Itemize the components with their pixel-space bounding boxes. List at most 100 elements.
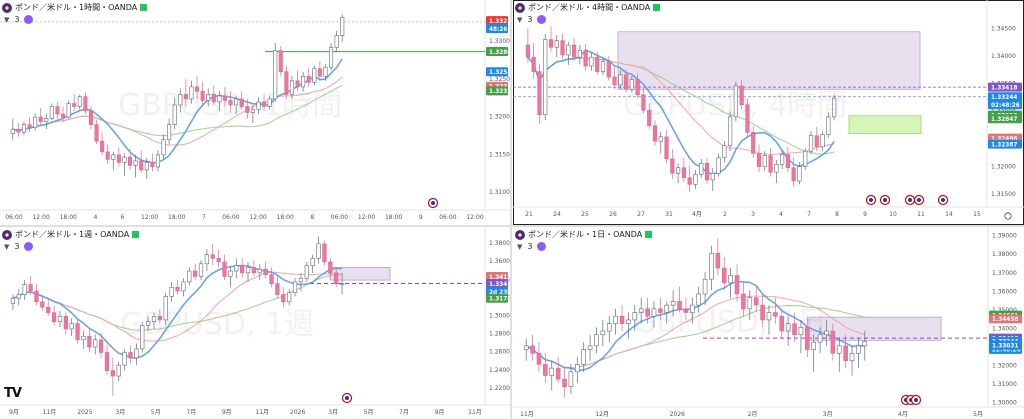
candle [72,93,77,112]
price-tag [988,139,1022,149]
chart-svg-4h: 1.345001.340001.335001.330001.325001.320… [513,0,1024,220]
y-tick-label: 1.30000 [489,312,510,319]
candle [664,130,669,164]
event-flag-icon [941,198,945,202]
candle-body [301,75,306,88]
candle [245,261,251,282]
candle [28,276,33,295]
candle [721,256,727,291]
indicator-icon[interactable] [537,242,547,251]
candle [150,153,155,172]
candle-body [699,163,704,175]
chart-panel-1h[interactable]: 1.33000 1.32500 1.32000 1.31500 1.31000 06:00… [0,0,510,225]
candle [581,342,586,372]
candle-body [57,315,63,323]
x-tick-label: 18:00 [277,214,294,221]
candle-body [87,335,92,348]
candle [122,348,127,371]
candle-body [22,284,27,295]
candle [61,106,66,122]
indicator-icon[interactable] [24,242,34,251]
x-tick-label: 10 [889,211,897,218]
candle-body [262,101,267,107]
candle [814,126,819,152]
candle [600,319,606,346]
candle-body [100,140,105,153]
candle [304,261,309,282]
indicator-icon[interactable] [24,15,34,24]
candle-body [44,118,49,122]
price-tag-label: 1.32327 [489,89,510,95]
candle-body [183,94,188,100]
y-tick-label: 1.31500 [489,151,510,158]
candle-body [239,98,244,107]
chart-panel-1d[interactable]: 1.39000 1.38000 1.37000 1.36000 1.35000 1.340… [513,227,1024,419]
candle-body [766,312,772,321]
y-tick-label: 1.33000 [489,38,510,45]
candle [773,297,778,324]
moving-average-line [527,56,835,156]
candle [704,157,710,185]
candle [172,97,177,130]
candle-body [269,274,274,284]
price-tag [989,340,1022,350]
candle [785,316,791,346]
candle [289,76,294,99]
candle-body [779,315,785,332]
candle [664,301,670,324]
chevron-down-icon[interactable]: ▼ [4,242,10,251]
chart-title-4h: ポンド／米ドル・4時間・OANDA [515,2,661,13]
candle-body [150,162,155,168]
y-tick-label: 1.32500 [489,76,510,83]
chevron-down-icon[interactable]: ▼ [4,15,10,24]
candle [862,331,868,361]
candle-body [836,345,842,354]
candle-body [676,167,681,174]
candle-body [745,104,750,133]
candle-body [647,109,652,127]
candle [753,286,759,313]
candle [690,297,695,324]
indicator-icon[interactable] [537,15,547,24]
candle [589,52,594,71]
candle-body [594,334,599,347]
y-tick-label: 1.38000 [489,240,510,247]
candle-body [77,96,82,107]
candle [779,308,785,339]
candle [805,316,810,357]
candle-body [28,284,33,292]
candle-body [16,128,21,133]
candle [543,353,548,383]
candle [105,144,110,164]
candle [122,153,127,176]
x-tick-label: 12:00 [358,214,375,221]
chevron-down-icon[interactable]: ▼ [517,15,523,24]
candle [298,272,304,291]
candle-body [543,39,548,115]
candle-body [61,113,66,118]
candle-body [200,91,205,101]
candle [222,254,227,281]
chart-title-1w: ポンド／米ドル・1週・OANDA [2,229,140,240]
x-tick-label: 12:00 [32,214,49,221]
price-tag-label: 02:48:26 [991,103,1020,109]
candle [83,92,88,115]
candle-body [626,319,631,324]
symbol-title: ポンド／米ドル・1時間・OANDA [15,3,138,12]
chevron-down-icon[interactable]: ▼ [517,242,523,251]
candle-body [734,275,740,295]
candle-body [322,243,327,263]
candle-body [340,17,345,36]
chart-panel-1w[interactable]: 1.380001.360001.340001.320001.300001.280… [0,227,510,419]
x-tick-label: 5月 [151,409,161,416]
candle-body [16,294,21,299]
candle-body [739,85,744,106]
demand-zone [848,115,922,134]
candle [44,114,49,130]
y-tick-label: 1.31000 [489,189,510,196]
chart-panel-4h[interactable]: 1.345001.340001.335001.330001.325001.320… [513,0,1024,225]
candle [575,356,580,383]
candle [175,280,180,295]
x-tick-label: 7 [202,214,206,221]
candle [745,98,750,137]
